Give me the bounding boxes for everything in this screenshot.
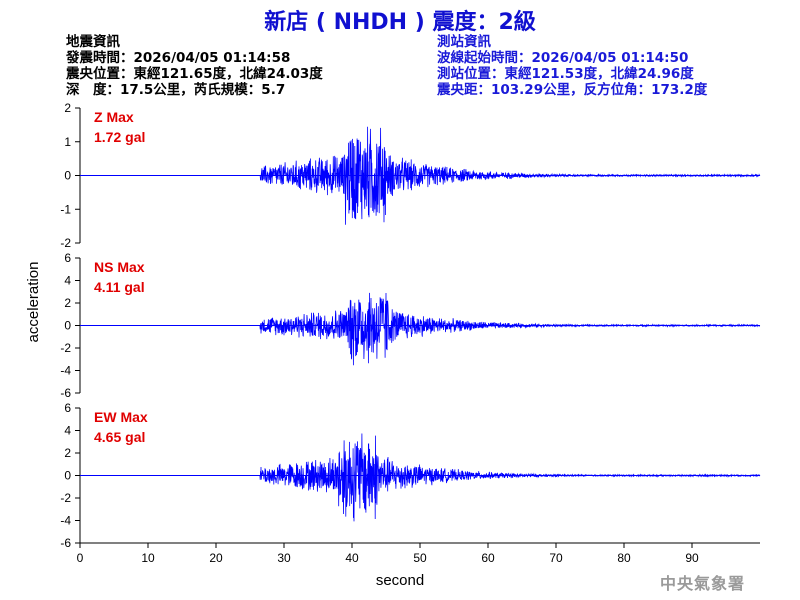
origin-time: 發震時間：2026/04/05 01:14:58 (66, 50, 291, 66)
y-tick-label: 6 (64, 401, 71, 415)
depth-magnitude: 深 度：17.5公里，芮氏規模：5.7 (66, 82, 286, 98)
station-info-heading: 測站資訊 (437, 34, 491, 50)
x-tick-label: 90 (685, 551, 699, 565)
y-tick-label: -1 (60, 202, 71, 216)
max-value-ew: 4.65 gal (94, 429, 145, 445)
y-tick-label: -4 (60, 514, 71, 528)
x-tick-label: 0 (77, 551, 84, 565)
epicenter-location: 震央位置：東經121.65度，北緯24.03度 (66, 66, 323, 82)
y-tick-label: 2 (64, 101, 71, 115)
max-value-z: 1.72 gal (94, 129, 145, 145)
y-tick-label: -2 (60, 236, 71, 250)
wave-start-time: 波線起始時間：2026/04/05 01:14:50 (437, 50, 689, 66)
agency-watermark: 中央氣象署 (659, 574, 745, 593)
y-tick-label: -6 (60, 386, 71, 400)
y-tick-label: 0 (64, 469, 71, 483)
max-label-ns: NS Max (94, 259, 145, 275)
x-tick-label: 30 (277, 551, 291, 565)
x-tick-label: 70 (549, 551, 563, 565)
x-tick-label: 20 (209, 551, 223, 565)
y-tick-label: 4 (64, 424, 71, 438)
waveform-ew (80, 433, 761, 522)
x-tick-label: 40 (345, 551, 359, 565)
y-tick-label: -4 (60, 364, 71, 378)
y-tick-label: -6 (60, 536, 71, 550)
y-tick-label: 4 (64, 274, 71, 288)
station-location: 測站位置：東經121.53度，北緯24.96度 (437, 66, 694, 82)
y-tick-label: 2 (64, 296, 71, 310)
y-tick-label: 1 (64, 135, 71, 149)
y-tick-label: 2 (64, 446, 71, 460)
station-info-block: 測站資訊 波線起始時間：2026/04/05 01:14:50 測站位置：東經1… (437, 34, 707, 98)
quake-info-heading: 地震資訊 (66, 34, 120, 50)
y-axis-label: acceleration (25, 262, 42, 343)
max-label-z: Z Max (94, 109, 134, 125)
page-title: 新店 ( NHDH ) 震度：2級 (264, 10, 536, 35)
y-tick-label: 6 (64, 251, 71, 265)
y-tick-label: -2 (60, 491, 71, 505)
max-value-ns: 4.11 gal (94, 279, 145, 295)
max-label-ew: EW Max (94, 409, 148, 425)
x-tick-label: 80 (617, 551, 631, 565)
x-tick-label: 50 (413, 551, 427, 565)
x-tick-label: 10 (141, 551, 155, 565)
quake-info-block: 地震資訊 發震時間：2026/04/05 01:14:58 震央位置：東經121… (66, 34, 323, 98)
x-axis-label: second (376, 572, 424, 589)
y-tick-label: -2 (60, 341, 71, 355)
y-tick-label: 0 (64, 319, 71, 333)
x-tick-label: 60 (481, 551, 495, 565)
distance-azimuth: 震央距：103.29公里，反方位角：173.2度 (437, 82, 708, 98)
waveform-ns (80, 292, 761, 366)
y-tick-label: 0 (64, 169, 71, 183)
